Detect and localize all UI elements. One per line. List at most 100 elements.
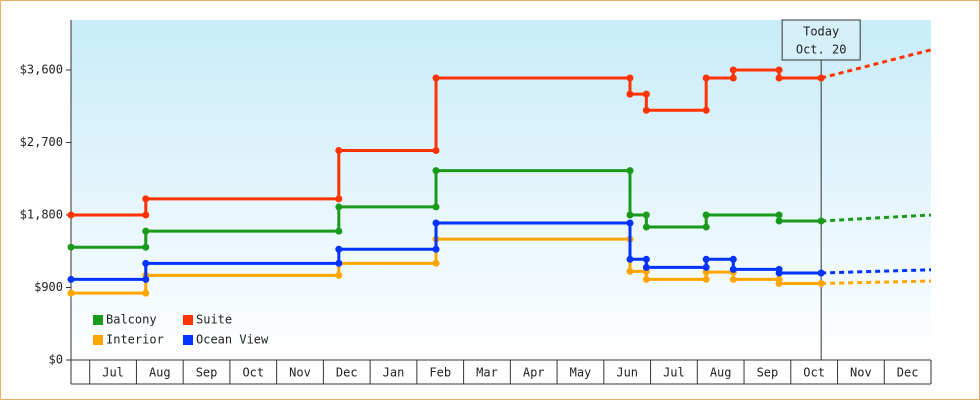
today-label: Oct. 20 [796,43,847,57]
x-tick-label: Dec [897,366,919,380]
point [642,223,650,231]
point [432,203,440,211]
point [432,147,440,155]
point [335,271,343,279]
x-tick-label: Nov [850,366,872,380]
layer: $0 $900 $1,800 $2,700 $3,600 Jul Aug Sep Oct Nov D… [20,19,932,385]
forecast-line [821,279,932,285]
forecast-line [821,268,932,275]
point [626,167,634,175]
point [67,275,75,283]
legend-label: Interior [106,333,164,347]
today-box [781,19,861,61]
series-line [71,169,822,249]
point [142,243,150,251]
point [642,275,650,283]
point [432,245,440,253]
point [67,289,75,297]
point [729,74,737,82]
point [775,217,783,225]
point [775,66,783,74]
point [626,219,634,227]
legend-swatch [183,335,193,345]
series-line [71,237,822,295]
x-tick-label: May [570,366,592,380]
series-line [71,221,822,281]
point [67,211,75,219]
point [702,275,710,283]
legend-swatch [93,315,103,325]
point [142,275,150,283]
point [817,269,825,277]
point [775,279,783,287]
point [702,211,710,219]
x-tick-label: Oct [803,366,825,380]
x-tick-label: Jun [616,366,638,380]
point [142,289,150,297]
point [335,195,343,203]
x-tick-label: Sep [196,366,218,380]
point [626,255,634,263]
point [432,259,440,267]
x-tick-label: Sep [757,366,779,380]
point [432,219,440,227]
x-tick-label: Apr [523,366,545,380]
point [642,263,650,271]
point [775,211,783,219]
legend-label: Balcony [106,313,157,327]
x-tick-label: Oct [242,366,264,380]
point [642,90,650,98]
today-label: Today [803,25,839,39]
point [432,74,440,82]
point [142,211,150,219]
point [642,255,650,263]
point [335,147,343,155]
forecast-line [821,213,932,223]
x-tick-label: Jul [663,366,685,380]
point [817,279,825,287]
point [702,106,710,114]
point [142,195,150,203]
point [335,203,343,211]
point [642,211,650,219]
x-tick-label: Feb [429,366,451,380]
point [335,227,343,235]
point [432,167,440,175]
point [642,106,650,114]
point [702,74,710,82]
point [702,255,710,263]
point [729,275,737,283]
point [626,74,634,82]
x-tick-label: Jan [383,366,405,380]
x-tick-label: Aug [149,366,171,380]
x-tick-label: Dec [336,366,358,380]
point [729,265,737,273]
legend-label: Suite [196,313,232,327]
point [626,211,634,219]
x-tick-label: Nov [289,366,311,380]
point [702,263,710,271]
plot-area [71,20,931,360]
y-tick-label: $1,800 [20,207,63,221]
series-line [71,68,822,217]
point [775,269,783,277]
forecast-line [820,48,932,80]
point [702,268,710,276]
point [702,223,710,231]
y-tick-label: $3,600 [20,62,63,76]
x-tick-label: Aug [710,366,732,380]
point [142,259,150,267]
point [142,227,150,235]
point [729,66,737,74]
y-tick-label: $900 [34,280,63,294]
point [775,74,783,82]
y-tick-label: $2,700 [20,135,63,149]
point [817,217,825,225]
point [626,90,634,98]
point [626,267,634,275]
point [817,74,825,82]
point [335,245,343,253]
legend-swatch [183,315,193,325]
